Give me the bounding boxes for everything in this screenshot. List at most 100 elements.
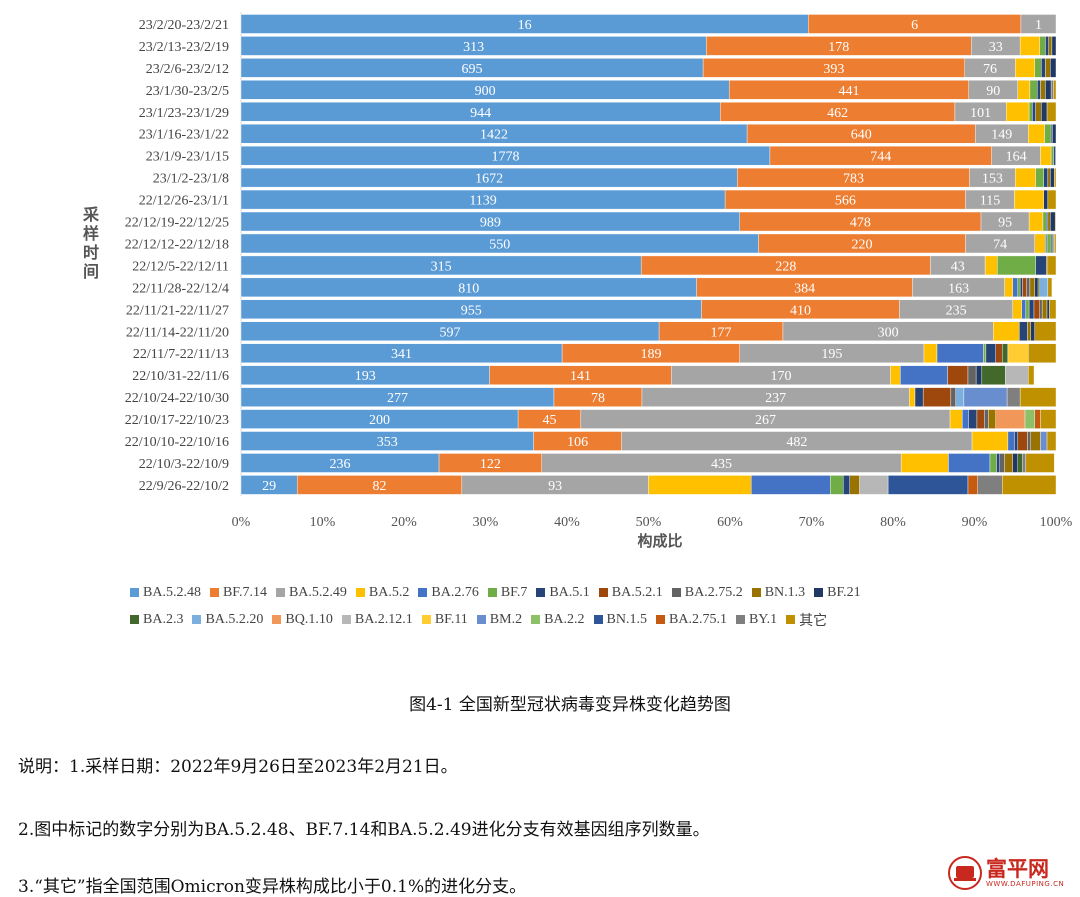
data-label: 90	[986, 84, 1000, 99]
x-tick-label: 0%	[232, 515, 251, 530]
data-label: 195	[821, 347, 842, 362]
bar-segment	[1050, 145, 1054, 166]
data-label: 164	[1006, 150, 1027, 165]
y-tick-label: 22/11/7-22/11/13	[133, 347, 229, 362]
chart-legend: BA.5.2.48 BF.7.14 BA.5.2.49 BA.5.2 BA.2.76 BF…	[130, 579, 1010, 633]
y-axis-title: 采样时间	[82, 205, 99, 281]
legend-label: BF.11	[434, 611, 468, 627]
bar-segment	[989, 453, 997, 473]
data-label: 393	[823, 62, 844, 77]
legend-item: BF.7.14	[209, 584, 267, 601]
bar-segment	[1049, 299, 1057, 320]
legend-label: BA.5.1	[549, 584, 590, 600]
data-label: 163	[948, 281, 969, 296]
data-label: 122	[480, 457, 501, 472]
bar-segment	[1028, 343, 1057, 363]
bar-segment	[1029, 277, 1036, 298]
y-tick-label: 22/10/3-22/10/9	[139, 457, 229, 472]
data-label: 695	[462, 62, 483, 77]
data-label: 235	[946, 303, 967, 318]
bar-segment	[1040, 409, 1057, 429]
data-label: 640	[851, 128, 872, 143]
legend-swatch	[476, 615, 486, 624]
legend-item: BA.2.75.1	[656, 612, 727, 628]
bar-segment	[1019, 36, 1040, 56]
bar-segment	[1054, 211, 1057, 232]
bar-segment	[1012, 453, 1018, 473]
data-label: 76	[983, 62, 997, 77]
y-tick-label: 22/10/31-22/11/6	[132, 369, 229, 384]
legend-label: BA.2.76	[431, 584, 479, 600]
bar-segment	[1045, 58, 1051, 78]
bar-segment	[890, 365, 901, 385]
bar-segment	[1029, 80, 1038, 100]
bar-segment	[1046, 211, 1049, 232]
legend-label: BA.2.3	[143, 611, 184, 627]
bar-segment	[1027, 321, 1031, 341]
bar-segment	[1026, 277, 1031, 298]
bar-segment	[949, 409, 963, 429]
data-label: 170	[770, 369, 791, 384]
data-label: 989	[480, 216, 501, 231]
y-tick-label: 23/1/16-23/1/22	[139, 128, 229, 143]
watermark-name: 富平网	[986, 857, 1049, 881]
legend-label: BA.2.12.1	[354, 611, 413, 627]
data-label: 228	[775, 259, 796, 274]
bar-segment	[976, 409, 985, 429]
bar-segment	[1050, 167, 1055, 188]
bar-segment	[995, 409, 1026, 429]
data-label: 6	[911, 18, 918, 33]
bar-segment	[1052, 124, 1057, 144]
bar-segment	[947, 365, 969, 385]
bar-segment	[971, 431, 1009, 451]
bar-segment	[900, 365, 948, 385]
data-label: 315	[431, 259, 452, 274]
data-label: 74	[993, 237, 1007, 252]
legend-swatch	[751, 588, 761, 597]
building-logo-icon	[948, 856, 982, 890]
data-label: 1672	[475, 172, 503, 187]
legend-item: BF.7	[487, 585, 527, 601]
legend-label: BM.2	[489, 611, 523, 627]
data-label: 410	[790, 303, 811, 318]
bar-segment	[1047, 277, 1053, 298]
bar-segment	[1045, 233, 1048, 254]
bar-segment	[1002, 475, 1057, 495]
bar-segment	[1019, 387, 1057, 407]
legend-swatch	[487, 588, 497, 597]
bar-segment	[1050, 124, 1053, 144]
bar-segment	[985, 343, 996, 363]
bar-segment	[1017, 431, 1028, 451]
legend-label: BN.1.5	[606, 611, 647, 627]
bar-segment	[1024, 409, 1036, 429]
note-sampling-date: 说明：1.采样日期：2022年9月26日至2023年2月21日。	[18, 757, 458, 777]
y-tick-label: 22/10/17-22/10/23	[125, 413, 229, 428]
x-axis-title: 构成比	[637, 532, 683, 550]
x-tick-label: 80%	[880, 515, 906, 530]
legend-item: BQ.1.10	[272, 612, 333, 628]
bar-segment	[1005, 365, 1029, 385]
bar-segment	[1046, 299, 1050, 320]
bar-segment	[1053, 80, 1057, 100]
bar-segment	[1046, 233, 1052, 254]
note-numbers-meaning: 2.图中标记的数字分别为BA.5.2.48、BF.7.14和BA.5.2.49进…	[18, 820, 710, 840]
data-label: 33	[989, 40, 1003, 55]
bar-segment	[1035, 167, 1044, 188]
x-tick-label: 100%	[1040, 515, 1073, 530]
legend-label: BF.7.14	[222, 584, 267, 600]
figure-caption: 图4-1 全国新型冠状病毒变异株变化趋势图	[409, 695, 731, 715]
bar-segment	[1025, 453, 1055, 473]
bar-segment	[1007, 343, 1029, 363]
bar-segment	[999, 453, 1005, 473]
x-tick-label: 30%	[473, 515, 499, 530]
x-tick-label: 50%	[636, 515, 662, 530]
bar-segment	[1051, 36, 1057, 56]
data-label: 313	[463, 40, 484, 55]
legend-item: BY.1	[735, 612, 777, 628]
bar-segment	[1045, 36, 1049, 56]
data-label: 101	[970, 106, 991, 121]
data-label: 16	[518, 18, 532, 33]
data-label: 45	[542, 413, 556, 428]
y-tick-label: 22/11/14-22/11/20	[126, 325, 229, 340]
bar-segment	[1028, 102, 1033, 122]
